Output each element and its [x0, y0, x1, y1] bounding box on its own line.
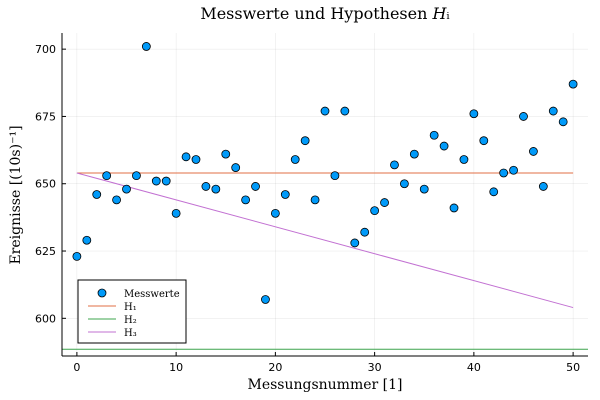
data-point	[390, 160, 399, 170]
data-point	[241, 195, 251, 205]
y-tick-label: 700	[35, 43, 56, 56]
data-point	[439, 141, 449, 151]
data-point	[380, 198, 389, 207]
data-point	[429, 130, 439, 140]
data-point	[181, 152, 191, 162]
data-point	[201, 182, 211, 191]
data-point	[330, 171, 340, 181]
y-tick-label: 625	[35, 245, 56, 258]
data-point	[360, 227, 370, 237]
data-point	[538, 182, 548, 191]
x-tick-label: 10	[169, 361, 183, 374]
legend-label: H₁	[124, 302, 137, 313]
data-point	[72, 252, 82, 261]
legend-marker	[97, 288, 107, 298]
data-point	[479, 136, 489, 146]
x-tick-label: 30	[368, 361, 382, 374]
data-point	[340, 106, 350, 116]
data-point	[261, 295, 270, 304]
axes	[61, 33, 588, 357]
y-axis-label: Ereignisse [(10s)⁻¹]	[8, 125, 24, 264]
data-point	[469, 109, 479, 119]
data-point	[350, 238, 360, 248]
x-tick-label: 50	[566, 361, 580, 374]
data-point	[231, 163, 241, 172]
legend-label: H₂	[124, 315, 137, 326]
data-point	[419, 184, 429, 194]
data-point	[529, 147, 538, 156]
data-point	[171, 208, 181, 218]
data-point	[82, 235, 92, 245]
data-point	[251, 182, 260, 191]
data-point	[191, 155, 201, 164]
data-point	[449, 203, 459, 213]
y-tick-label: 650	[35, 178, 56, 191]
data-point	[399, 179, 409, 189]
data-point	[459, 155, 469, 164]
x-tick-label: 20	[268, 361, 282, 374]
data-point	[112, 195, 121, 205]
plot-area	[62, 42, 588, 350]
data-point	[151, 176, 161, 186]
data-point	[280, 190, 290, 199]
data-point	[270, 208, 280, 218]
data-point	[320, 106, 330, 116]
data-point	[558, 117, 568, 127]
data-point	[519, 112, 528, 121]
data-point	[409, 149, 419, 159]
data-point	[499, 168, 509, 178]
data-point	[211, 184, 221, 194]
data-point	[161, 176, 171, 186]
ticks: 0 10 20 30 40 50 600 625 650 675 700	[35, 43, 580, 374]
x-axis-label: Messungsnummer [1]	[247, 377, 402, 393]
y-tick-label: 600	[35, 312, 56, 325]
series-line-h	[76, 172, 574, 309]
legend-label: H₃	[124, 328, 137, 339]
data-point	[132, 171, 141, 181]
data-point	[310, 195, 320, 205]
data-point	[300, 136, 310, 146]
x-tick-label: 0	[73, 361, 80, 374]
data-point	[509, 165, 518, 175]
chart-title: Messwerte und Hypothesen 𝐻ᵢ	[200, 4, 449, 23]
legend: Messwerte H₁ H₂ H₃	[77, 279, 187, 344]
data-point	[92, 190, 102, 199]
data-point	[141, 42, 151, 51]
data-point	[221, 149, 231, 159]
data-point	[102, 171, 112, 181]
data-point	[568, 79, 578, 89]
legend-label: Messwerte	[124, 289, 180, 300]
x-tick-label: 40	[467, 361, 481, 374]
data-point	[370, 206, 380, 216]
y-tick-label: 675	[35, 110, 56, 123]
data-point	[489, 187, 499, 197]
data-point	[122, 184, 131, 194]
data-point	[290, 155, 300, 164]
data-point	[548, 106, 558, 116]
